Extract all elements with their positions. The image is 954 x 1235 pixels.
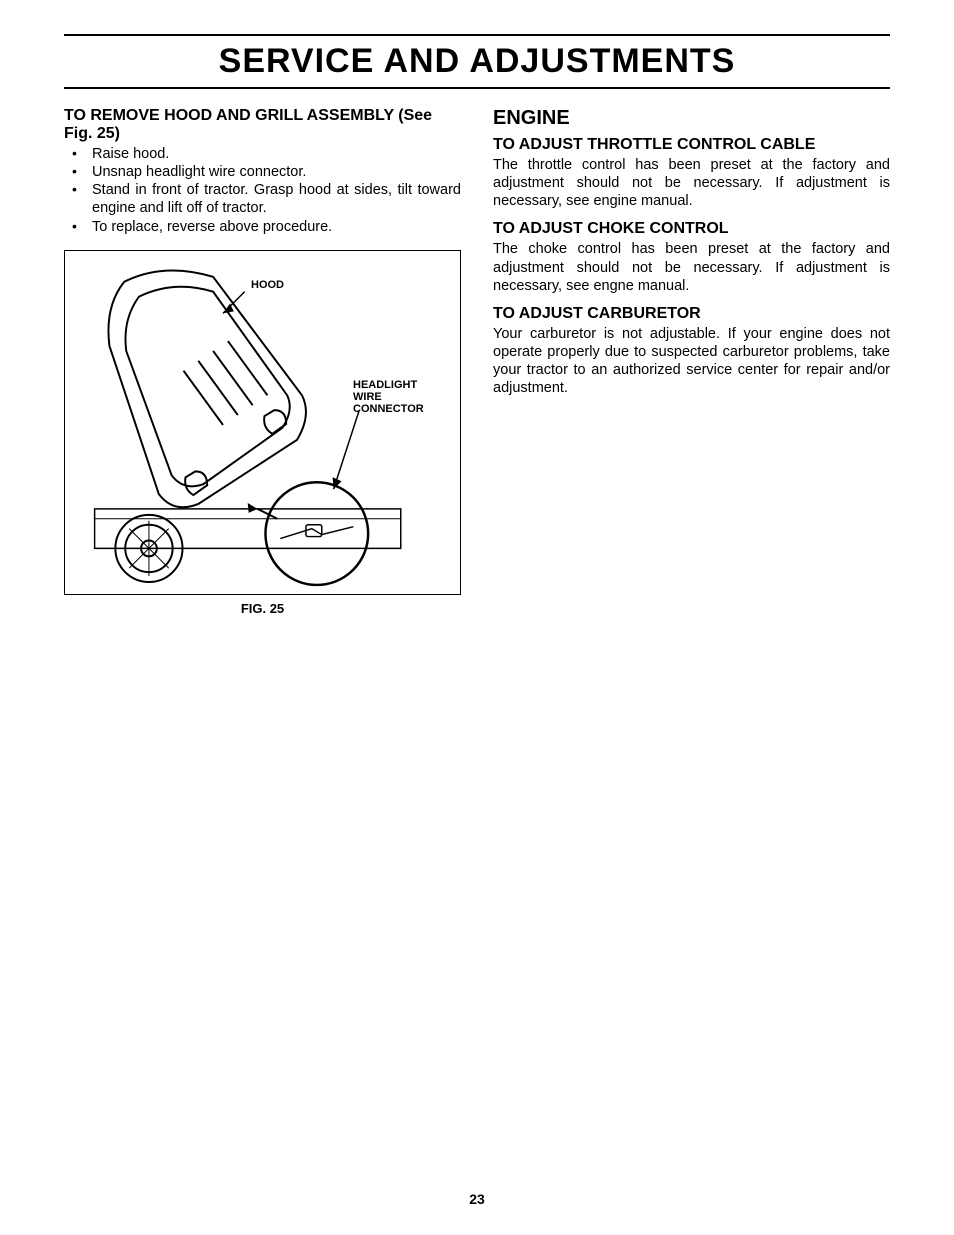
step-unsnap-connector: Unsnap headlight wire connector. bbox=[64, 163, 461, 181]
bottom-rule bbox=[64, 87, 890, 89]
choke-heading: TO ADJUST CHOKE CONTROL bbox=[493, 220, 890, 238]
step-raise-hood: Raise hood. bbox=[64, 145, 461, 163]
label-connector-l3: CONNECTOR bbox=[353, 403, 424, 415]
left-column: TO REMOVE HOOD AND GRILL ASSEMBLY (See F… bbox=[64, 107, 461, 616]
carb-heading: TO ADJUST CARBURETOR bbox=[493, 305, 890, 323]
remove-hood-heading: TO REMOVE HOOD AND GRILL ASSEMBLY (See F… bbox=[64, 107, 461, 143]
label-connector-l2: WIRE bbox=[353, 391, 382, 403]
page-title: SERVICE AND ADJUSTMENTS bbox=[64, 38, 890, 87]
throttle-heading: TO ADJUST THROTTLE CONTROL CABLE bbox=[493, 136, 890, 154]
figure-25-caption: FIG. 25 bbox=[64, 601, 461, 616]
label-connector-l1: HEADLIGHT bbox=[353, 379, 417, 391]
label-hood: HOOD bbox=[251, 279, 284, 291]
throttle-body: The throttle control has been preset at … bbox=[493, 156, 890, 210]
remove-hood-steps: Raise hood. Unsnap headlight wire connec… bbox=[64, 145, 461, 236]
figure-25: HOOD HEADLIGHT WIRE CONNECTOR bbox=[64, 250, 461, 595]
right-column: ENGINE TO ADJUST THROTTLE CONTROL CABLE … bbox=[493, 107, 890, 616]
content-columns: TO REMOVE HOOD AND GRILL ASSEMBLY (See F… bbox=[64, 107, 890, 616]
page-number: 23 bbox=[0, 1191, 954, 1207]
step-replace: To replace, reverse above procedure. bbox=[64, 218, 461, 236]
step-grasp-hood: Stand in front of tractor. Grasp hood at… bbox=[64, 181, 461, 217]
choke-body: The choke control has been preset at the… bbox=[493, 240, 890, 294]
carb-body: Your carburetor is not adjustable. If yo… bbox=[493, 325, 890, 398]
label-connector: HEADLIGHT WIRE CONNECTOR bbox=[353, 379, 424, 415]
hood-diagram-icon bbox=[65, 251, 460, 594]
engine-heading: ENGINE bbox=[493, 107, 890, 130]
top-rule bbox=[64, 34, 890, 36]
